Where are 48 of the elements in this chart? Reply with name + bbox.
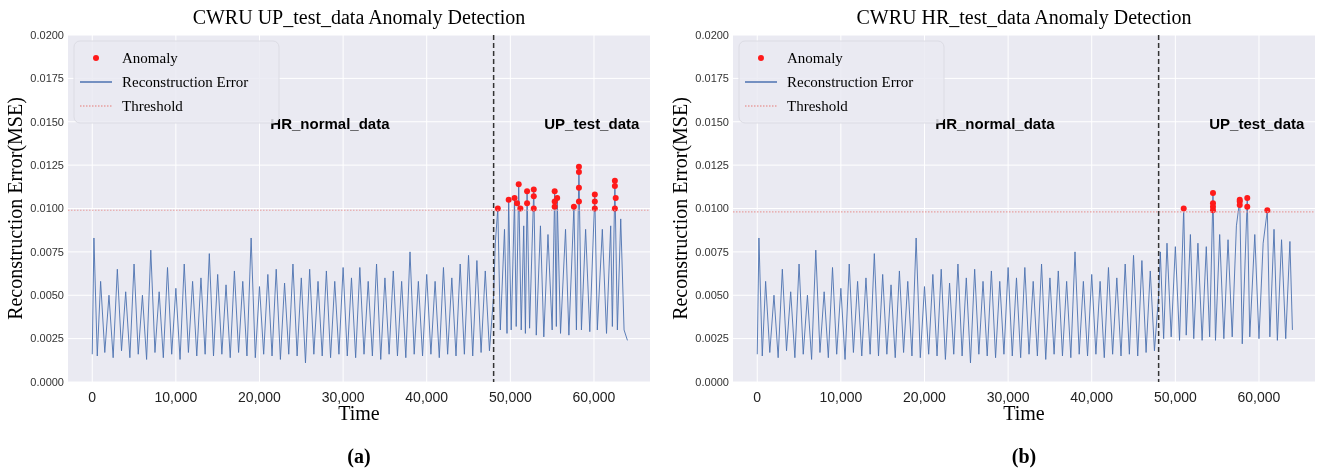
annotation: UP_test_data (544, 114, 640, 132)
y-tick-label: 0.0000 (30, 375, 64, 388)
x-tick-label: 50,000 (488, 389, 532, 405)
legend-label: Threshold (787, 98, 849, 115)
y-tick-label: 0.0150 (695, 115, 729, 128)
x-tick-label: 30,000 (321, 389, 365, 405)
y-tick-label: 0.0150 (30, 115, 64, 128)
x-tick-label: 30,000 (986, 389, 1030, 405)
y-tick-label: 0.0125 (30, 158, 64, 171)
legend-label: Threshold (122, 98, 184, 115)
x-tick-label: 60,000 (572, 389, 616, 405)
y-tick-label: 0.0050 (695, 289, 729, 302)
y-tick-label: 0.0075 (695, 245, 729, 258)
y-tick-label: 0.0100 (695, 202, 729, 215)
legend-label: Reconstruction Error (122, 74, 249, 91)
y-axis-title: Reconstruction Error(MSE) (4, 97, 27, 320)
legend-label: Anomaly (122, 50, 179, 67)
x-tick-label: 60,000 (1237, 389, 1281, 405)
annotation: HR_normal_data (270, 114, 391, 132)
y-tick-label: 0.0175 (30, 72, 64, 85)
legend-label: Anomaly (787, 50, 844, 67)
legend-label: Reconstruction Error (787, 74, 914, 91)
x-tick-label: 50,000 (1153, 389, 1197, 405)
x-tick-label: 20,000 (238, 389, 282, 405)
text: (a) (347, 445, 371, 468)
x-tick-label: 40,000 (405, 389, 449, 405)
x-tick-label: 0 (753, 389, 762, 405)
y-tick-label: 0.0125 (695, 158, 729, 171)
chart-title: CWRU UP_test_data Anomaly Detection (192, 6, 526, 29)
y-tick-label: 0.0175 (695, 72, 729, 85)
annotation: HR_normal_data (935, 114, 1056, 132)
x-tick-label: 10,000 (154, 389, 198, 405)
chart-title: CWRU HR_test_data Anomaly Detection (856, 6, 1192, 29)
y-tick-label: 0.0025 (695, 332, 729, 345)
y-tick-label: 0.0200 (695, 28, 729, 41)
y-tick-label: 0.0075 (30, 245, 64, 258)
y-tick-label: 0.0100 (30, 202, 64, 215)
annotation: UP_test_data (1209, 114, 1305, 132)
y-axis-title: Reconstruction Error(MSE) (669, 97, 692, 320)
y-tick-label: 0.0025 (30, 332, 64, 345)
text: (b) (1011, 445, 1037, 468)
y-tick-label: 0.0050 (30, 289, 64, 302)
x-tick-label: 40,000 (1070, 389, 1114, 405)
x-tick-label: 20,000 (903, 389, 947, 405)
x-tick-label: 0 (88, 389, 97, 405)
x-tick-label: 10,000 (819, 389, 863, 405)
y-tick-label: 0.0000 (695, 375, 729, 388)
y-tick-label: 0.0200 (30, 28, 64, 41)
